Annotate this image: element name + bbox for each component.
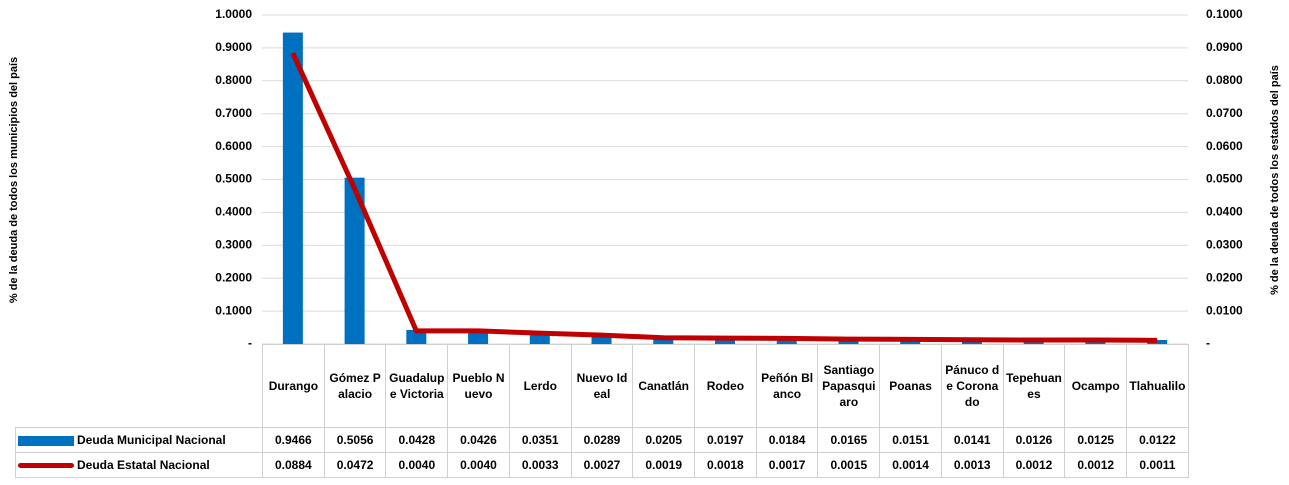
value-cell: 0.0033	[508, 452, 572, 478]
y2-tick-label: 0.0300	[1206, 237, 1243, 251]
value-cell: 0.0012	[1002, 452, 1066, 478]
value-cell: 0.0184	[755, 427, 819, 453]
value-cell: 0.0205	[632, 427, 696, 453]
value-cell: 0.0011	[1126, 452, 1189, 478]
value-cell: 0.0151	[879, 427, 942, 453]
bar	[591, 334, 612, 344]
category-label: Pánuco de Coronado	[940, 344, 1004, 428]
category-label: Tlahualilo	[1126, 344, 1189, 428]
value-cell: 0.0884	[262, 452, 325, 478]
category-label: Peñón Blanco	[755, 344, 819, 428]
y2-tick-label: 0.0800	[1206, 73, 1243, 87]
bar	[406, 329, 427, 344]
y2-tick-label: 0.0100	[1206, 303, 1243, 317]
category-label: Poanas	[879, 344, 942, 428]
bar	[344, 177, 365, 344]
y-axis-title: % de la deuda de todos los municipios de…	[8, 57, 20, 303]
y-tick-label: 0.2000	[215, 270, 252, 284]
value-cell: 0.0015	[817, 452, 881, 478]
category-label: Guadalupe Victoria	[385, 344, 449, 428]
value-cell: 0.0197	[694, 427, 757, 453]
y-tick-label: 0.9000	[215, 40, 252, 54]
value-cell: 0.0018	[694, 452, 757, 478]
y2-tick-label: 0.1000	[1206, 7, 1243, 21]
value-cell: 0.5056	[323, 427, 387, 453]
bar	[529, 332, 550, 344]
value-cell: 0.0426	[447, 427, 510, 453]
bar	[282, 32, 303, 344]
legend-entry: Deuda Municipal Nacional	[15, 427, 263, 453]
legend-label: Deuda Municipal Nacional	[77, 433, 226, 447]
value-cell: 0.0122	[1126, 427, 1189, 453]
value-cell: 0.0040	[447, 452, 510, 478]
y2-tick-label: 0.0600	[1206, 139, 1243, 153]
bar	[653, 337, 674, 344]
category-label: Ocampo	[1064, 344, 1128, 428]
y2-tick-label: 0.0900	[1206, 40, 1243, 54]
y-tick-label: 0.8000	[215, 73, 252, 87]
y-tick-label: 0.4000	[215, 205, 252, 219]
value-cell: 0.0013	[940, 452, 1004, 478]
y2-tick-label: 0.0700	[1206, 106, 1243, 120]
y2-tick-label: 0.0500	[1206, 172, 1243, 186]
series-row: Deuda Municipal Nacional 0.9466 0.5056 0.04…	[15, 427, 1189, 453]
y-tick-label: 0.7000	[215, 106, 252, 120]
category-label: Nuevo Ideal	[570, 344, 634, 428]
line	[290, 52, 1158, 343]
value-cell: 0.0472	[323, 452, 387, 478]
corner	[16, 345, 263, 428]
data-table: Durango Gómez Palacio Guadalupe Victoria Pu…	[15, 344, 1189, 478]
value-cell: 0.0017	[755, 452, 819, 478]
value-cell: 0.0012	[1064, 452, 1128, 478]
value-cell: 0.0125	[1064, 427, 1128, 453]
series-row: Deuda Estatal Nacional 0.0884 0.0472 0.0040…	[15, 452, 1189, 478]
category-label: Pueblo Nuevo	[447, 344, 510, 428]
y-tick-label: 0.3000	[215, 237, 252, 251]
value-cell: 0.0040	[385, 452, 449, 478]
legend-key	[18, 463, 74, 469]
category-label: Lerdo	[508, 344, 572, 428]
y-tick-label: 0.5000	[215, 172, 252, 186]
value-cell: 0.0019	[632, 452, 696, 478]
value-cell: 0.9466	[262, 427, 325, 453]
header-row: Durango Gómez Palacio Guadalupe Victoria Pu…	[16, 344, 1189, 428]
value-cell: 0.0351	[508, 427, 572, 453]
bar	[776, 337, 797, 344]
y2-tick-label: -	[1206, 336, 1210, 350]
value-cell: 0.0027	[570, 452, 634, 478]
legend-key	[18, 435, 74, 446]
bar	[715, 337, 735, 344]
category-label: Rodeo	[694, 344, 757, 428]
value-cell: 0.0289	[570, 427, 634, 453]
value-cell: 0.0428	[385, 427, 449, 453]
value-cell: 0.0165	[817, 427, 881, 453]
category-label: Gómez Palacio	[323, 344, 387, 428]
y2-axis-title: % de la deuda de todos los estados del p…	[1269, 65, 1281, 295]
y-tick-label: 0.1000	[215, 303, 252, 317]
y-tick-label: 1.0000	[215, 7, 252, 21]
y2-tick-label: 0.0400	[1206, 205, 1243, 219]
y-tick-label: 0.6000	[215, 139, 252, 153]
legend-label: Deuda Estatal Nacional	[77, 458, 210, 472]
bar	[1147, 339, 1168, 344]
legend-entry: Deuda Estatal Nacional	[15, 452, 263, 478]
value-cell: 0.0014	[879, 452, 942, 478]
category-label: Santiago Papasquiaro	[817, 344, 881, 428]
value-cell: 0.0126	[1002, 427, 1066, 453]
y-tick-label: -	[248, 336, 252, 350]
category-label: Durango	[262, 344, 325, 428]
category-label: Canatlán	[632, 344, 696, 428]
value-cell: 0.0141	[940, 427, 1004, 453]
y2-tick-label: 0.0200	[1206, 270, 1243, 284]
category-label: Tepehuanes	[1002, 344, 1066, 428]
